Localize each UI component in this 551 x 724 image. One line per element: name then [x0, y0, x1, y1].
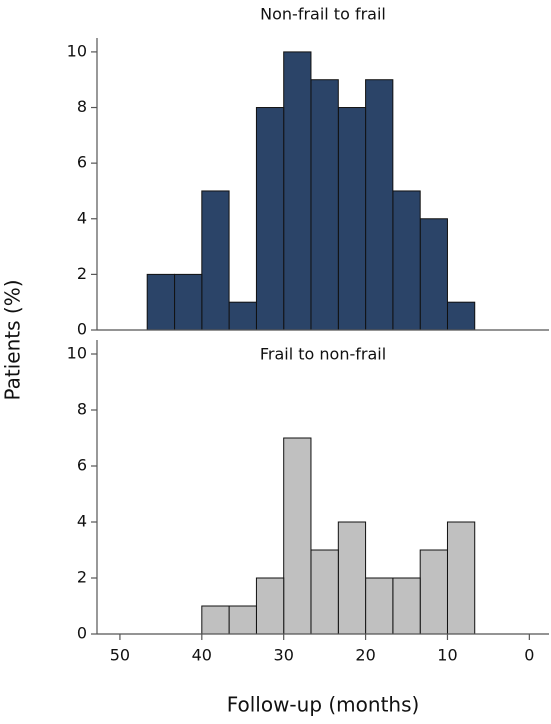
bar [446, 521, 476, 635]
bar [228, 605, 257, 635]
bar [283, 51, 312, 331]
y-tick-label: 6 [77, 456, 87, 475]
y-tick-label: 6 [77, 153, 87, 172]
y-tick-label: 4 [77, 208, 87, 227]
panel-title: Non-frail to frail [260, 5, 386, 24]
bar [310, 79, 339, 331]
bar [419, 549, 448, 635]
y-tick-label: 2 [77, 264, 87, 283]
bar [337, 107, 367, 331]
bar [201, 605, 230, 635]
bar [392, 190, 421, 331]
x-tick-label: 30 [274, 646, 294, 665]
bar [255, 577, 285, 635]
y-tick-label: 10 [67, 41, 87, 60]
bar [337, 521, 367, 635]
bar [365, 577, 394, 635]
y-tick-label: 0 [77, 320, 87, 339]
x-tick-label: 0 [524, 646, 534, 665]
bar [446, 301, 476, 331]
x-tick-label: 50 [110, 646, 130, 665]
bar [201, 190, 230, 331]
bar [392, 577, 421, 635]
y-tick-label: 2 [77, 568, 87, 587]
y-tick-label: 8 [77, 400, 87, 419]
x-tick-label: 20 [355, 646, 375, 665]
bar [146, 273, 176, 331]
bar [255, 107, 285, 331]
y-tick-label: 8 [77, 97, 87, 116]
bar [310, 549, 339, 635]
x-tick-label: 40 [192, 646, 212, 665]
bar [365, 79, 394, 331]
bar [228, 301, 257, 331]
bar [174, 273, 203, 331]
bar [419, 218, 448, 331]
y-tick-label: 4 [77, 512, 87, 531]
x-tick-label: 10 [437, 646, 457, 665]
y-axis-label: Patients (%) [1, 279, 25, 400]
x-axis-label: Follow-up (months) [227, 693, 420, 717]
y-tick-label: 10 [67, 344, 87, 363]
bar [283, 437, 312, 635]
panel-title: Frail to non-frail [260, 345, 386, 364]
y-tick-label: 0 [77, 624, 87, 643]
